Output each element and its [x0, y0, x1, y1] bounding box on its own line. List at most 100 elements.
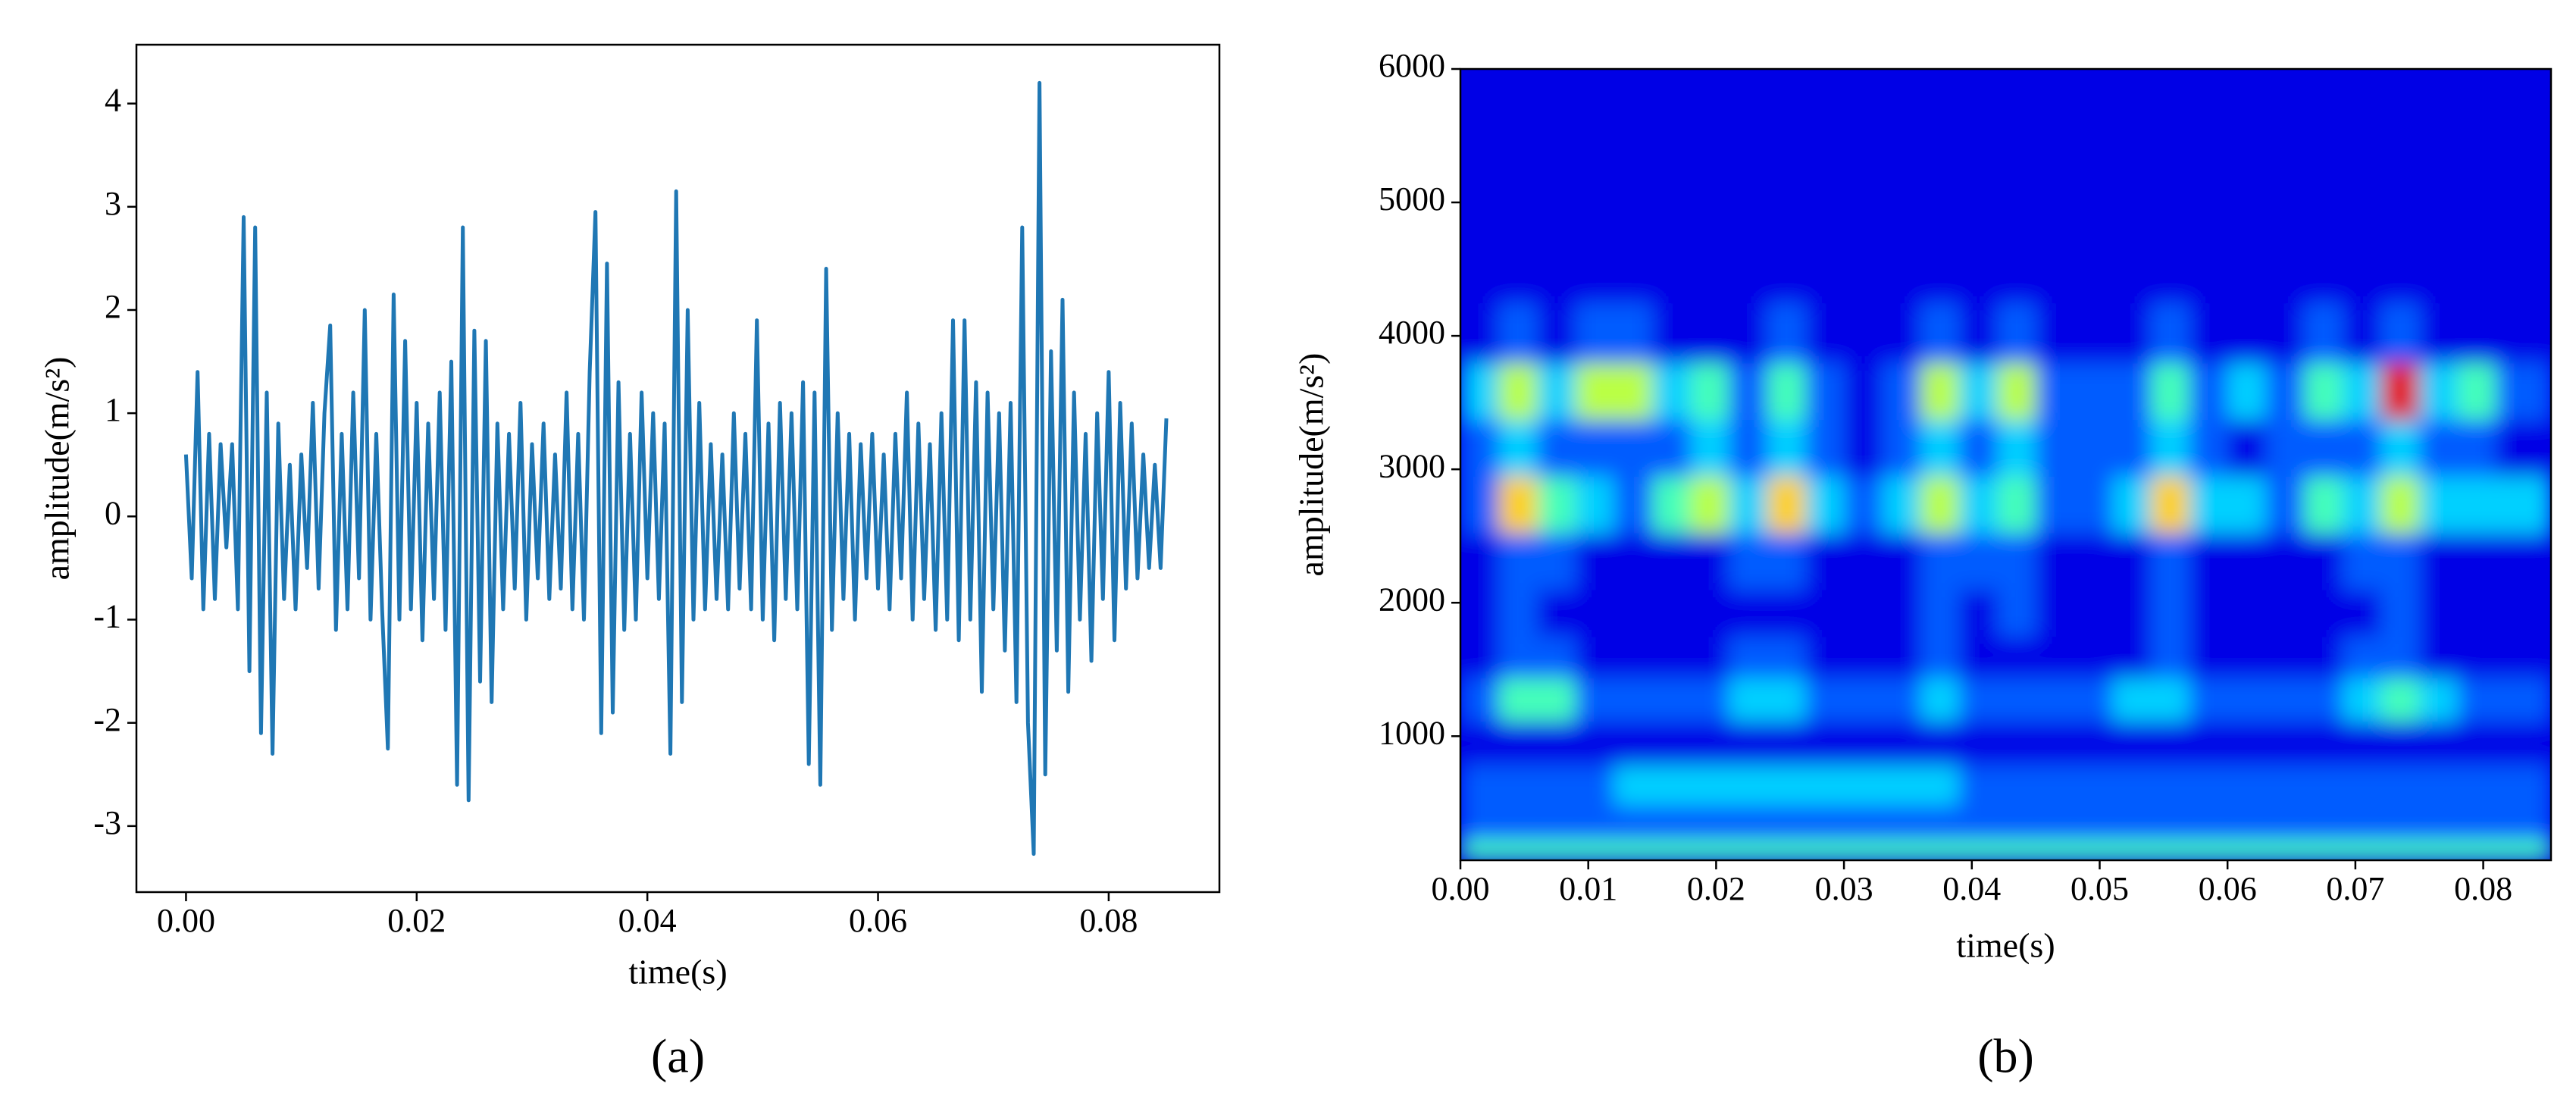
heatmap-cell [1997, 721, 2037, 766]
heatmap-cell [2419, 419, 2459, 477]
heatmap-cell [1844, 362, 1883, 421]
heatmap-cell [1614, 589, 1654, 637]
heatmap-cell [1805, 236, 1845, 304]
plot-frame [1459, 67, 2553, 862]
heatmap-cell [2419, 169, 2459, 237]
heatmap-cell [2227, 169, 2267, 237]
heatmap-cell [2419, 475, 2459, 534]
heatmap-cell [2150, 804, 2190, 841]
heatmap-cell [1537, 475, 1576, 534]
heatmap-cell [2150, 475, 2190, 534]
heatmap-cell [1920, 236, 1960, 304]
heatmap-cell [2150, 169, 2190, 237]
heatmap-cell [2380, 532, 2421, 590]
heatmap-cell [2265, 105, 2305, 171]
heatmap-cell [1575, 362, 1615, 421]
heatmap-cell [2380, 636, 2421, 678]
heatmap-cell [2150, 721, 2190, 766]
heatmap-cell [1882, 419, 1922, 477]
heatmap-cell [1614, 475, 1654, 534]
heatmap-cell [1614, 419, 1654, 477]
heatmap-cell [2457, 636, 2497, 678]
heatmap-cell [1690, 419, 1730, 477]
heatmap-cell [1690, 804, 1730, 841]
heatmap-cell [1882, 69, 1922, 107]
heatmap-cell [1958, 69, 1999, 107]
heatmap-cell [1882, 677, 1922, 722]
heatmap-cell [2074, 69, 2114, 107]
heatmap-cell [1729, 69, 1768, 107]
heatmap-cell [2457, 532, 2497, 590]
heatmap-cell [2036, 236, 2075, 304]
y-tick-label: 2 [105, 288, 121, 325]
heatmap-cell [2150, 839, 2190, 860]
heatmap-clip [1460, 69, 2551, 860]
heatmap-cell [1997, 169, 2037, 237]
heatmap-cell [1575, 105, 1615, 171]
heatmap-cell [1690, 721, 1730, 766]
heatmap-cell [2457, 362, 2497, 421]
heatmap-cell [1690, 69, 1730, 107]
heatmap-cell [2036, 636, 2075, 678]
x-tick-label: 0.06 [849, 902, 907, 939]
heatmap-cell [2304, 804, 2344, 841]
heatmap-cell [1767, 839, 1807, 860]
heatmap-cell [1729, 804, 1768, 841]
y-tick-label: 3 [105, 185, 121, 222]
heatmap-cell [1805, 589, 1845, 637]
heatmap-cell [1690, 362, 1730, 421]
heatmap-cell [1844, 105, 1883, 171]
heatmap-cell [1575, 589, 1615, 637]
heatmap-cell [2457, 765, 2497, 806]
heatmap-cell [2343, 804, 2382, 841]
heatmap-cell [1575, 419, 1615, 477]
heatmap-cell [1767, 765, 1807, 806]
heatmap-cell [1460, 589, 1500, 637]
heatmap-cell [2150, 302, 2190, 364]
heatmap-cell [1844, 636, 1883, 678]
heatmap-cell [1729, 105, 1768, 171]
y-tick-label: 4000 [1379, 314, 1445, 351]
heatmap-cell [1652, 636, 1692, 678]
heatmap-cell [1498, 804, 1538, 841]
heatmap-cell [2189, 532, 2229, 590]
heatmap-cell [2304, 765, 2344, 806]
heatmap-cell [1498, 105, 1538, 171]
heatmap-cell [1614, 169, 1654, 237]
x-tick-label: 0.00 [1432, 870, 1490, 907]
heatmap-cell [2380, 105, 2421, 171]
heatmap-cell [2457, 589, 2497, 637]
heatmap-cell [1575, 169, 1615, 237]
heatmap-cell [2036, 721, 2075, 766]
heatmap-cell [2457, 236, 2497, 304]
heatmap-cell [1729, 636, 1768, 678]
heatmap-cell [2227, 721, 2267, 766]
heatmap-cell [2496, 419, 2551, 477]
heatmap-cell [1498, 765, 1538, 806]
heatmap-cell [2189, 105, 2229, 171]
y-tick-label: 2000 [1379, 581, 1445, 618]
heatmap-cell [2457, 105, 2497, 171]
heatmap-cell [1729, 765, 1768, 806]
heatmap-cell [1997, 236, 2037, 304]
heatmap-cell [2227, 419, 2267, 477]
heatmap-cell [1498, 677, 1538, 722]
x-tick-label: 0.04 [1942, 870, 2001, 907]
heatmap-cell [1997, 105, 2037, 171]
heatmap-cell [2112, 532, 2152, 590]
heatmap-cell [2457, 677, 2497, 722]
heatmap-cell [2343, 636, 2382, 678]
heatmap-cell [2074, 169, 2114, 237]
heatmap-cell [2419, 589, 2459, 637]
y-tick-label: 3000 [1379, 447, 1445, 484]
heatmap-cell [1614, 839, 1654, 860]
signal-line [183, 80, 1169, 856]
heatmap-cell [1958, 677, 1999, 722]
heatmap-cell [1652, 236, 1692, 304]
heatmap-cell [1690, 589, 1730, 637]
heatmap-cell [1614, 804, 1654, 841]
heatmap-cell [2112, 169, 2152, 237]
heatmap-cell [2265, 302, 2305, 364]
heatmap-cell [1498, 636, 1538, 678]
